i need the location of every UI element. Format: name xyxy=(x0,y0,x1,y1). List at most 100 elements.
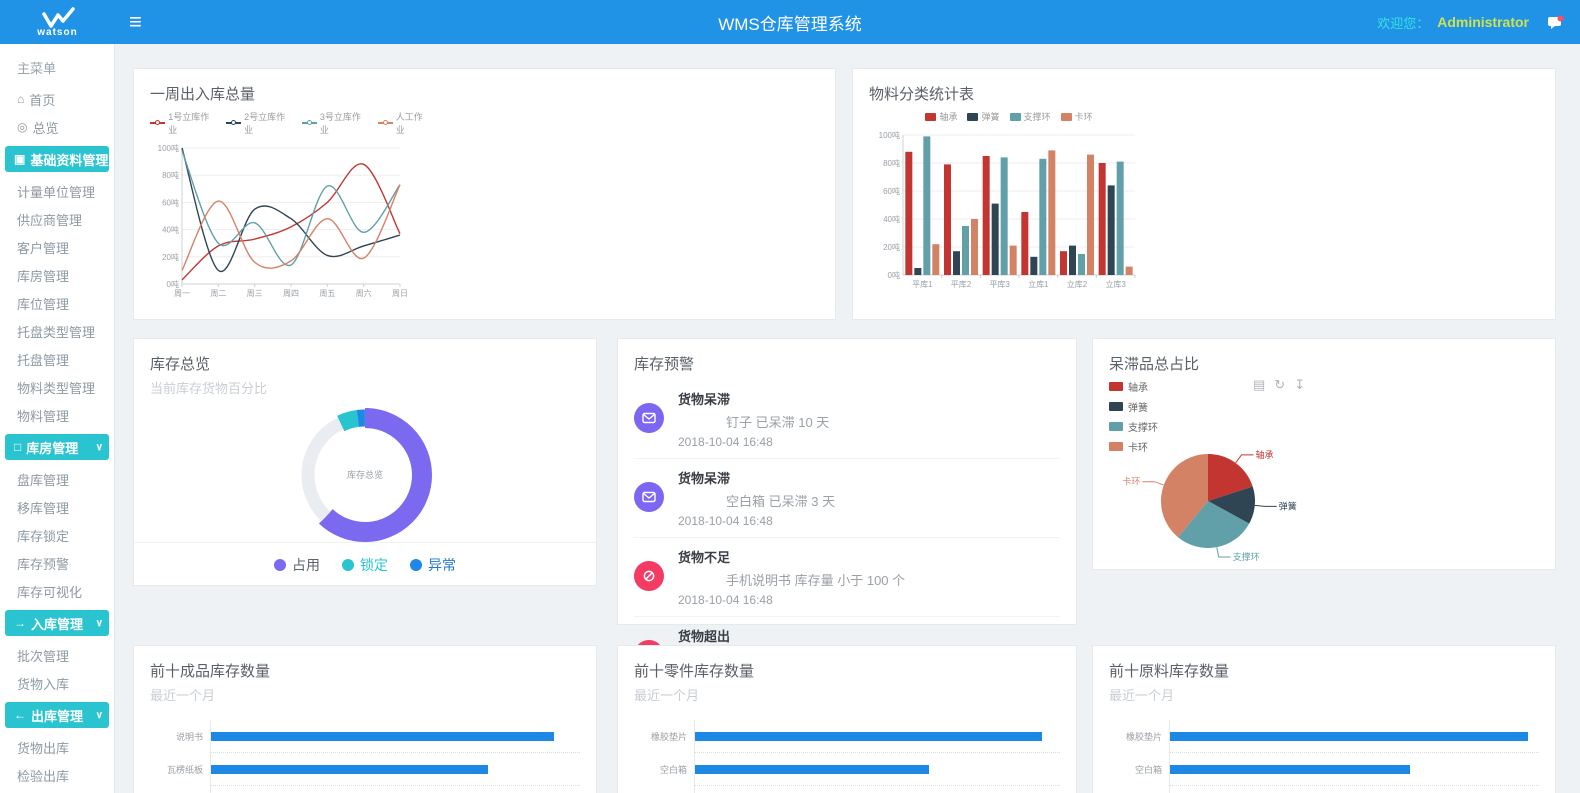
card-title: 前十原料库存数量 xyxy=(1109,663,1230,680)
alarm-icon xyxy=(634,561,664,591)
legend-item[interactable]: 支撑环 xyxy=(1009,110,1051,123)
hbar-row: 说明书 xyxy=(150,720,580,753)
sidebar-item-物料管理[interactable]: 物料管理 xyxy=(0,401,114,429)
legend-item[interactable]: 卡环 xyxy=(1060,110,1093,123)
svg-text:平库2: 平库2 xyxy=(951,279,972,289)
sidebar-item-供应商管理[interactable]: 供应商管理 xyxy=(0,205,114,233)
hbar-row: 彩卡 xyxy=(1109,786,1539,793)
legend-item[interactable]: 占用 xyxy=(274,555,320,575)
card-stagnant-share: 呆滞品总占比 轴承 弹簧 支撑环 卡环 ▤ ↻ ↧ 轴承 弹簧 支撑环 卡环 xyxy=(1092,338,1556,570)
svg-text:立库2: 立库2 xyxy=(1067,279,1088,289)
sidebar-item-label: 批次管理 xyxy=(17,648,70,664)
legend-item[interactable]: 异常 xyxy=(410,555,456,575)
alert-timestamp: 2018-10-04 16:48 xyxy=(678,593,773,607)
notification-flag-icon[interactable] xyxy=(1547,15,1564,30)
legend-item[interactable]: 卡环 xyxy=(1109,439,1158,454)
sidebar-item-盘库管理[interactable]: 盘库管理 xyxy=(0,465,114,493)
hamburger-menu-icon[interactable]: ≡ xyxy=(129,9,142,34)
legend-label: 支撑环 xyxy=(1023,112,1051,122)
logo[interactable]: watson xyxy=(0,0,115,44)
hbar-bar xyxy=(695,764,929,774)
legend-label: 1号立库作业 xyxy=(168,112,210,135)
sidebar-item-库位管理[interactable]: 库位管理 xyxy=(0,289,114,317)
hbar-bar xyxy=(1170,764,1410,774)
sidebar-item-客户管理[interactable]: 客户管理 xyxy=(0,233,114,261)
legend-item[interactable]: 人工作业 xyxy=(377,110,430,136)
chevron-down-icon: ∨ xyxy=(95,617,103,629)
hbar-track xyxy=(1169,720,1539,753)
svg-text:卡环: 卡环 xyxy=(1122,476,1140,487)
sidebar-item-label: 检验出库 xyxy=(17,768,70,784)
legend-item[interactable]: 弹簧 xyxy=(1109,399,1158,414)
sidebar-item-移库管理[interactable]: 移库管理 xyxy=(0,493,114,521)
svg-text:40吨: 40吨 xyxy=(883,214,900,224)
legend-item[interactable]: 2号立库作业 xyxy=(225,110,292,136)
sidebar-item-总览[interactable]: ◎ 总览 xyxy=(0,113,114,141)
sidebar-item-库存可视化[interactable]: 库存可视化 xyxy=(0,577,114,605)
watson-logo-icon xyxy=(41,6,75,28)
sidebar-item-label: 入库管理 xyxy=(31,616,84,632)
hbar-row: 瓦楞纸板 xyxy=(150,753,580,786)
sidebar-item-货物入库[interactable]: 货物入库 xyxy=(0,669,114,697)
overview-icon: ◎ xyxy=(17,120,28,134)
card-weekly-in-out: 一周出入库总量 1号立库作业 2号立库作业 3号立库作业 人工作业 0吨 20吨 40吨 6… xyxy=(133,68,836,320)
donut-legend: 占用 锁定 异常 xyxy=(134,542,596,575)
sidebar-item-label: 供应商管理 xyxy=(17,212,83,228)
sidebar-item-批次管理[interactable]: 批次管理 xyxy=(0,641,114,669)
home-icon: ⌂ xyxy=(17,92,25,106)
line-chart-legend: 1号立库作业 2号立库作业 3号立库作业 人工作业 xyxy=(150,110,430,136)
hbar-label: 瓦楞纸板 xyxy=(166,765,203,775)
hbar-track xyxy=(210,720,580,753)
sidebar-item-库房管理[interactable]: 库房管理 xyxy=(0,261,114,289)
sidebar-item-检验出库[interactable]: 检验出库 xyxy=(0,761,114,789)
sidebar-item-入库管理[interactable]: → 入库管理 ∨ xyxy=(5,610,109,636)
legend-label: 轴承 xyxy=(939,112,958,122)
legend-item[interactable]: 支撑环 xyxy=(1109,419,1158,434)
sidebar-item-出库管理[interactable]: ← 出库管理 ∨ xyxy=(5,702,109,728)
download-icon[interactable]: ↧ xyxy=(1294,377,1306,392)
legend-item[interactable]: 锁定 xyxy=(342,555,388,575)
sidebar-item-物料类型管理[interactable]: 物料类型管理 xyxy=(0,373,114,401)
data-view-icon[interactable]: ▤ xyxy=(1253,377,1266,392)
card-title: 一周出入库总量 xyxy=(150,86,256,103)
line-marker-icon xyxy=(150,119,166,125)
hbar-row: 橡胶垫片 xyxy=(150,786,580,793)
sidebar-item-托盘类型管理[interactable]: 托盘类型管理 xyxy=(0,317,114,345)
legend-dot-icon xyxy=(274,559,286,571)
legend-item[interactable]: 轴承 xyxy=(925,110,957,123)
legend-dot-icon xyxy=(342,559,354,571)
legend-label: 弹簧 xyxy=(1128,403,1148,414)
sidebar-item-计量单位管理[interactable]: 计量单位管理 xyxy=(0,177,114,205)
hbar-row: 橡胶垫片 xyxy=(634,720,1060,753)
username[interactable]: Administrator xyxy=(1437,14,1529,30)
sidebar-item-基础资料管理[interactable]: ▣ 基础资料管理 xyxy=(5,146,109,172)
hbar-label: 橡胶垫片 xyxy=(1125,732,1162,742)
alert-item[interactable]: 货物呆滞 空白箱 已呆滞 3 天 2018-10-04 16:48 xyxy=(634,459,1060,538)
legend-item[interactable]: 1号立库作业 xyxy=(150,110,216,136)
sidebar-item-库存预警[interactable]: 库存预警 xyxy=(0,549,114,577)
sidebar-item-首页[interactable]: ⌂ 首页 xyxy=(0,85,114,113)
legend-item[interactable]: 3号立库作业 xyxy=(301,110,368,136)
line-marker-icon xyxy=(225,119,242,125)
alert-item[interactable]: 货物不足 手机说明书 库存量 小于 100 个 2018-10-04 16:48 xyxy=(634,538,1060,617)
sidebar-item-库房管理[interactable]: □ 库房管理 ∨ xyxy=(5,434,109,460)
hbar-bar xyxy=(1170,731,1528,741)
sidebar-item-label: 托盘类型管理 xyxy=(17,324,96,340)
svg-text:80吨: 80吨 xyxy=(162,170,179,180)
legend-label: 弹簧 xyxy=(981,112,1000,122)
sidebar-item-托盘管理[interactable]: 托盘管理 xyxy=(0,345,114,373)
legend-swatch-icon xyxy=(1109,422,1123,431)
hbar-label: 橡胶垫片 xyxy=(650,732,687,742)
sidebar-item-货物出库[interactable]: 货物出库 xyxy=(0,733,114,761)
legend-item[interactable]: 轴承 xyxy=(1109,379,1158,394)
legend-swatch-icon xyxy=(1009,112,1021,121)
alert-item[interactable]: 货物呆滞 钉子 已呆滞 10 天 2018-10-04 16:48 xyxy=(634,380,1060,459)
alert-title: 货物呆滞 xyxy=(678,392,731,407)
hbar-track xyxy=(210,753,580,786)
alert-title: 货物呆滞 xyxy=(678,471,731,486)
refresh-icon[interactable]: ↻ xyxy=(1274,377,1286,392)
sidebar-item-label: 托盘管理 xyxy=(17,352,70,368)
sidebar-item-库存锁定[interactable]: 库存锁定 xyxy=(0,521,114,549)
legend-item[interactable]: 弹簧 xyxy=(967,110,1000,123)
